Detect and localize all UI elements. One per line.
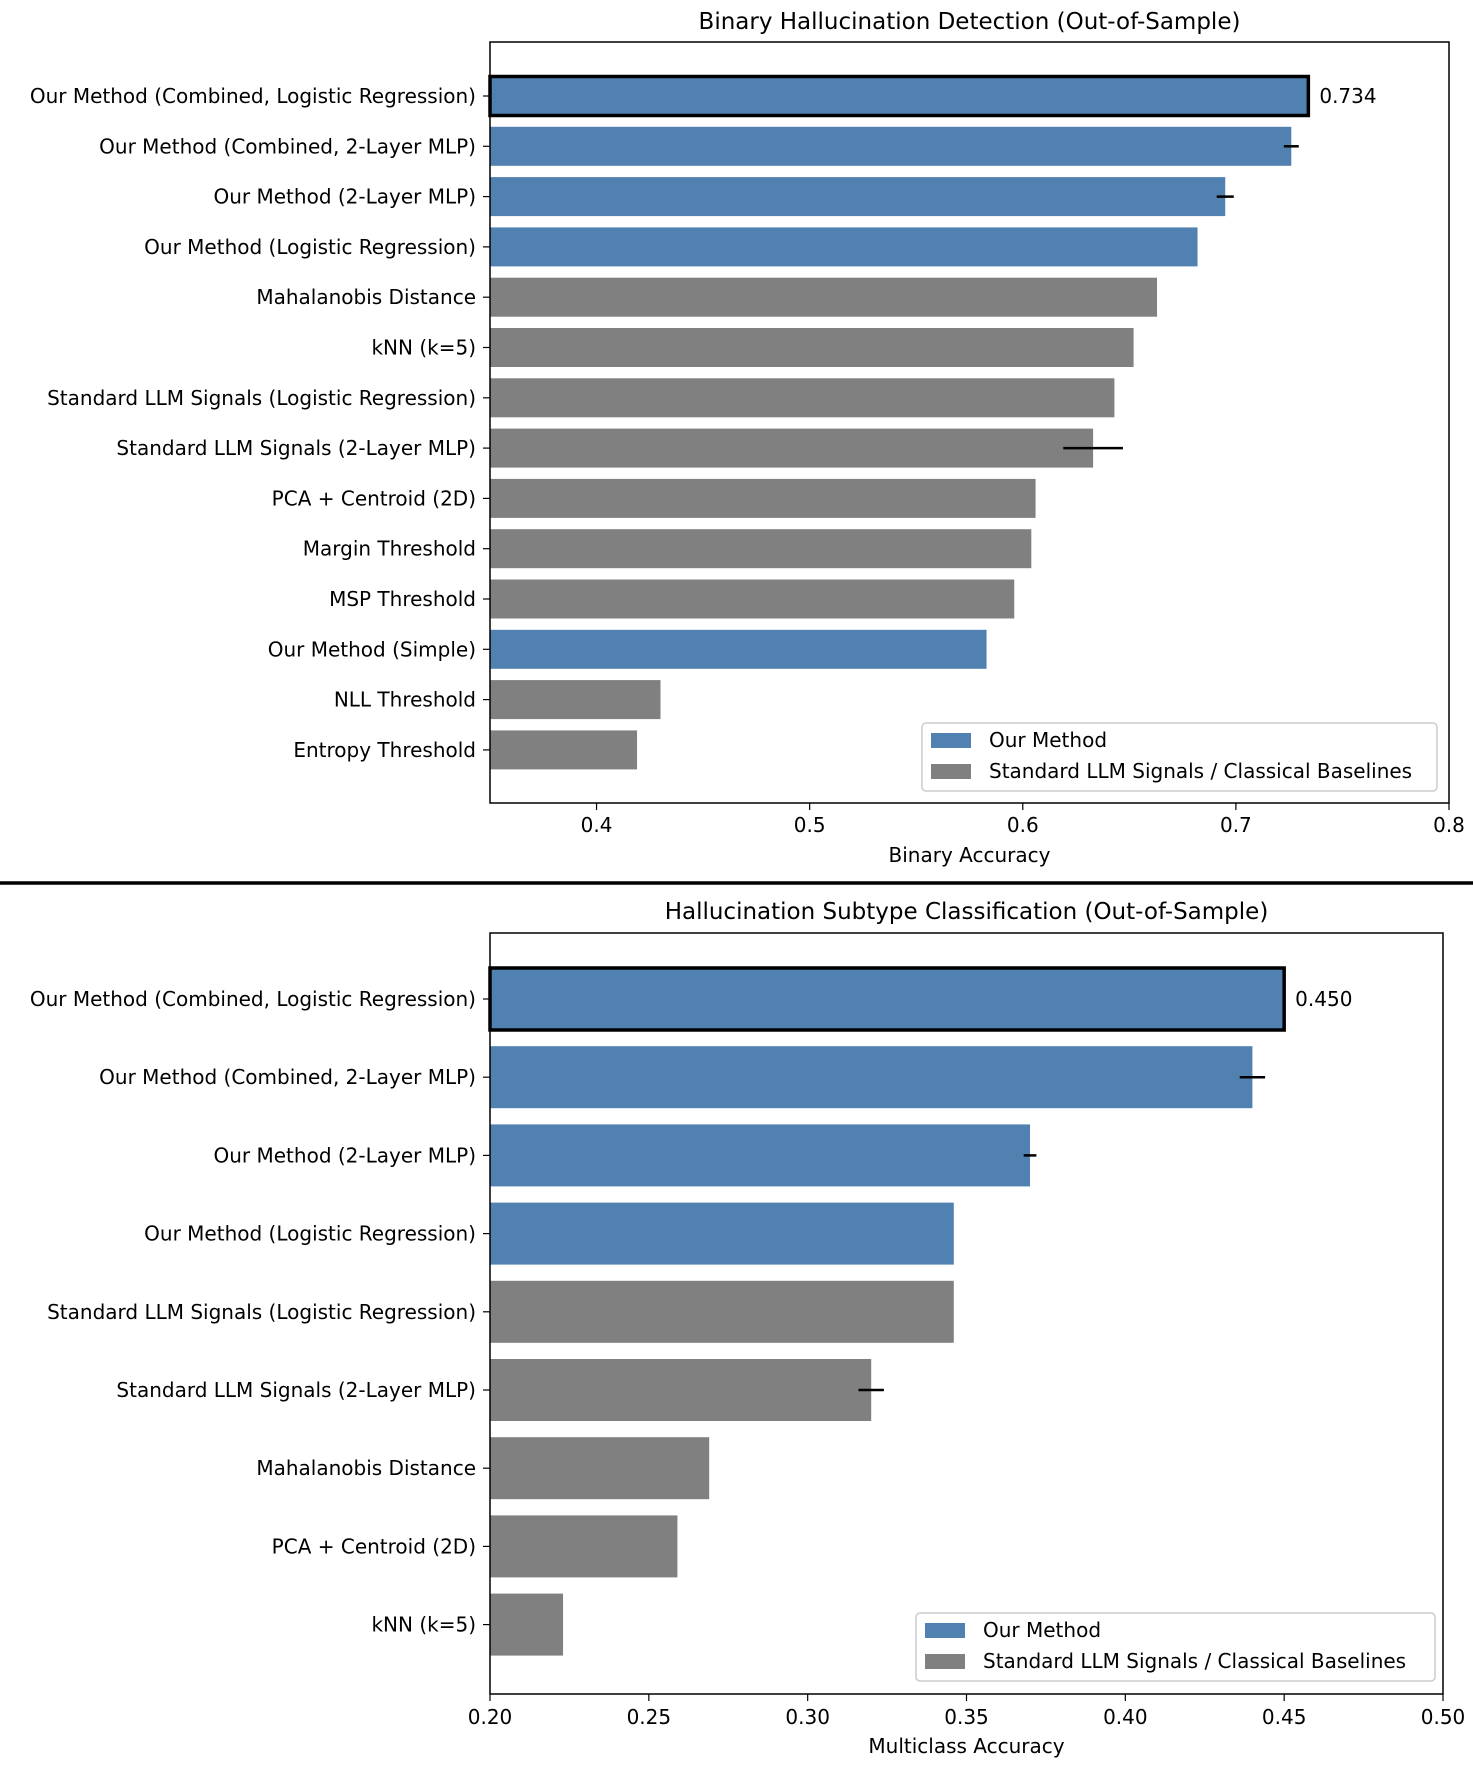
x-tick-label: 0.6 bbox=[1007, 813, 1039, 837]
x-axis-label: Multiclass Accuracy bbox=[868, 1734, 1064, 1758]
y-tick-label: Our Method (Simple) bbox=[268, 637, 476, 661]
x-tick-label: 0.25 bbox=[627, 1705, 672, 1729]
y-tick-label: Standard LLM Signals (Logistic Regressio… bbox=[47, 386, 476, 410]
bar bbox=[490, 126, 1292, 166]
x-tick-label: 0.8 bbox=[1433, 813, 1465, 837]
subtype-classification-chart: Hallucination Subtype Classification (Ou… bbox=[30, 899, 1465, 1758]
bar bbox=[490, 378, 1115, 418]
y-tick-label: NLL Threshold bbox=[334, 688, 476, 712]
value-annotation: 0.734 bbox=[1319, 84, 1376, 108]
y-tick-label: Standard LLM Signals (2-Layer MLP) bbox=[116, 1378, 476, 1402]
legend-label: Standard LLM Signals / Classical Baselin… bbox=[989, 759, 1412, 783]
y-tick-label: Our Method (Combined, Logistic Regressio… bbox=[30, 84, 476, 108]
legend-swatch bbox=[925, 1654, 965, 1669]
legend-swatch bbox=[925, 1623, 965, 1638]
binary-detection-chart: Binary Hallucination Detection (Out-of-S… bbox=[30, 9, 1465, 867]
y-tick-label: Standard LLM Signals (Logistic Regressio… bbox=[47, 1300, 476, 1324]
bar bbox=[488, 966, 1286, 1032]
legend-swatch bbox=[931, 764, 971, 779]
bar bbox=[490, 1359, 872, 1421]
legend-swatch bbox=[931, 733, 971, 748]
y-tick-label: Our Method (Logistic Regression) bbox=[144, 235, 476, 259]
bar bbox=[490, 579, 1015, 619]
x-tick-label: 0.5 bbox=[794, 813, 826, 837]
bar bbox=[490, 1124, 1031, 1187]
y-tick-label: PCA + Centroid (2D) bbox=[272, 1534, 476, 1558]
chart-title: Binary Hallucination Detection (Out-of-S… bbox=[699, 9, 1241, 35]
bar bbox=[490, 478, 1036, 518]
bar bbox=[490, 629, 987, 669]
bar bbox=[490, 1515, 678, 1578]
y-tick-label: MSP Threshold bbox=[329, 587, 476, 611]
bar bbox=[490, 680, 661, 720]
y-tick-label: Margin Threshold bbox=[303, 537, 476, 561]
bar bbox=[490, 277, 1158, 317]
x-tick-label: 0.4 bbox=[581, 813, 613, 837]
y-tick-label: PCA + Centroid (2D) bbox=[272, 486, 476, 510]
y-tick-label: Mahalanobis Distance bbox=[256, 285, 476, 309]
y-tick-label: Our Method (Combined, 2-Layer MLP) bbox=[99, 134, 476, 158]
bar bbox=[490, 1046, 1253, 1109]
y-tick-label: Our Method (Combined, Logistic Regressio… bbox=[30, 987, 476, 1011]
legend-box bbox=[915, 1612, 1436, 1682]
y-tick-label: kNN (k=5) bbox=[371, 1613, 476, 1637]
x-tick-label: 0.45 bbox=[1262, 1705, 1307, 1729]
y-tick-label: Our Method (Combined, 2-Layer MLP) bbox=[99, 1065, 476, 1089]
bar bbox=[490, 1437, 710, 1500]
bar bbox=[490, 529, 1032, 569]
y-tick-label: Entropy Threshold bbox=[293, 738, 476, 762]
bar bbox=[490, 730, 638, 770]
legend-box bbox=[921, 722, 1438, 792]
y-tick-label: Standard LLM Signals (2-Layer MLP) bbox=[116, 436, 476, 460]
legend-label: Standard LLM Signals / Classical Baselin… bbox=[983, 1649, 1406, 1673]
bar bbox=[490, 177, 1226, 217]
y-tick-label: Mahalanobis Distance bbox=[256, 1456, 476, 1480]
x-tick-label: 0.20 bbox=[468, 1705, 513, 1729]
y-tick-label: kNN (k=5) bbox=[371, 336, 476, 360]
bar bbox=[490, 328, 1134, 367]
x-tick-label: 0.50 bbox=[1421, 1705, 1466, 1729]
axes-frame bbox=[489, 41, 1450, 804]
bar bbox=[490, 227, 1198, 267]
y-tick-label: Our Method (Logistic Regression) bbox=[144, 1222, 476, 1246]
bar bbox=[490, 1280, 954, 1343]
value-annotation: 0.450 bbox=[1295, 987, 1352, 1011]
bar bbox=[490, 1202, 954, 1265]
bar bbox=[490, 428, 1094, 468]
y-tick-label: Our Method (2-Layer MLP) bbox=[214, 1143, 477, 1167]
bar bbox=[488, 74, 1311, 118]
legend-label: Our Method bbox=[989, 728, 1107, 752]
x-tick-label: 0.30 bbox=[785, 1705, 830, 1729]
chart-title: Hallucination Subtype Classification (Ou… bbox=[665, 899, 1269, 925]
legend-label: Our Method bbox=[983, 1618, 1101, 1642]
bar bbox=[490, 1593, 564, 1656]
x-tick-label: 0.35 bbox=[944, 1705, 989, 1729]
x-tick-label: 0.7 bbox=[1220, 813, 1252, 837]
x-tick-label: 0.40 bbox=[1103, 1705, 1148, 1729]
x-axis-label: Binary Accuracy bbox=[889, 843, 1051, 867]
y-tick-label: Our Method (2-Layer MLP) bbox=[214, 185, 477, 209]
